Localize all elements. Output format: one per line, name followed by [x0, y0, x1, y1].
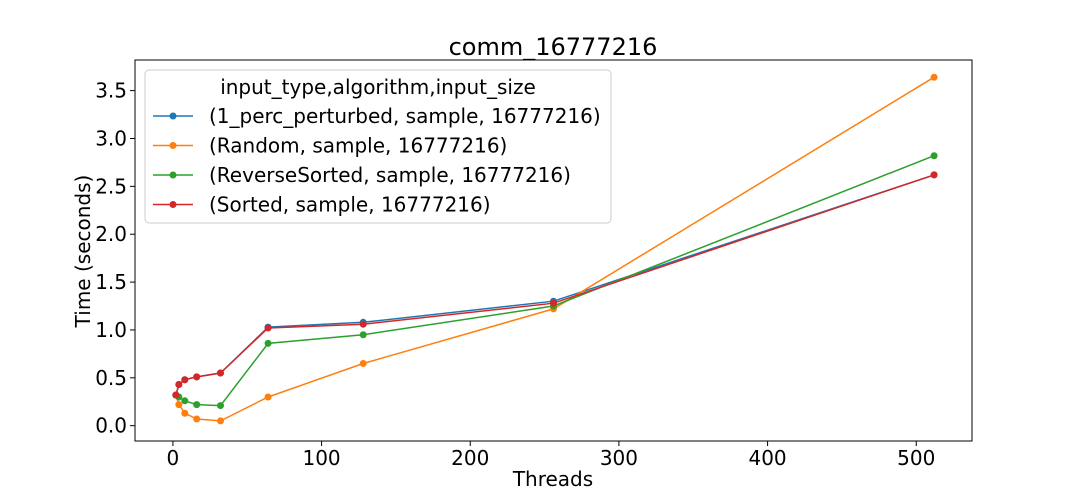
y-tick-label: 2.5	[95, 174, 127, 198]
data-point	[264, 393, 272, 401]
x-tick-label: 200	[451, 446, 489, 470]
legend-label: (1_perc_perturbed, sample, 16777216)	[209, 104, 601, 128]
data-point	[193, 401, 201, 409]
data-point	[172, 391, 180, 399]
legend-swatch-marker	[169, 201, 177, 208]
legend-label: (Sorted, sample, 16777216)	[209, 193, 491, 217]
data-point	[216, 369, 224, 377]
series-layer	[172, 73, 938, 425]
data-point	[175, 401, 183, 409]
legend-swatch-marker	[169, 142, 177, 149]
x-tick-label: 400	[748, 446, 786, 470]
legend-box	[144, 69, 612, 224]
data-point	[359, 320, 367, 328]
legend-item: (Random, sample, 16777216)	[153, 134, 507, 158]
legend-swatch-marker	[169, 112, 177, 120]
y-tick-label: 0.0	[95, 414, 127, 438]
data-point	[264, 339, 272, 347]
data-point	[216, 417, 224, 425]
y-axis: 0.0 0.5 1.0 1.5 2.0 2.5 3.0 3.5	[95, 79, 135, 438]
x-tick-label: 0	[167, 446, 180, 470]
y-tick-label: 2.0	[95, 222, 127, 246]
data-point	[193, 373, 201, 381]
legend-item: (Sorted, sample, 16777216)	[153, 193, 491, 217]
x-axis: 0 100 200 300 400 500	[167, 441, 935, 470]
legend-items: (1_perc_perturbed, sample, 16777216) (Ran…	[153, 104, 601, 217]
chart-title: comm_16777216	[449, 33, 658, 61]
x-tick-label: 300	[600, 446, 638, 470]
series-3	[172, 171, 938, 399]
y-tick-label: 0.5	[95, 366, 127, 390]
data-point	[930, 73, 938, 81]
y-tick-label: 3.0	[95, 126, 127, 150]
x-tick-label: 100	[302, 446, 340, 470]
legend-label: (ReverseSorted, sample, 16777216)	[209, 163, 571, 187]
data-point	[930, 152, 938, 160]
data-point	[359, 331, 367, 339]
data-point	[181, 397, 189, 405]
data-point	[930, 171, 938, 179]
data-point	[193, 415, 201, 423]
data-point	[181, 409, 189, 417]
data-point	[359, 359, 367, 367]
x-tick-label: 500	[897, 446, 935, 470]
y-axis-label: Time (seconds)	[71, 175, 95, 329]
legend-item: (1_perc_perturbed, sample, 16777216)	[153, 104, 601, 128]
data-point	[264, 324, 272, 332]
data-point	[550, 299, 557, 307]
legend-title: input_type,algorithm,input_size	[220, 75, 536, 99]
legend-item: (ReverseSorted, sample, 16777216)	[153, 163, 571, 187]
data-point	[181, 376, 189, 384]
data-point	[216, 402, 224, 410]
legend-swatch-marker	[169, 171, 177, 179]
y-tick-label: 1.0	[95, 318, 127, 342]
y-tick-label: 1.5	[95, 270, 127, 294]
y-tick-label: 3.5	[95, 79, 127, 103]
plot-frame	[134, 59, 973, 442]
x-axis-label: Threads	[512, 467, 593, 491]
data-point	[175, 381, 183, 389]
legend-label: (Random, sample, 16777216)	[209, 134, 507, 158]
legend: input_type,algorithm,input_size (1_perc_…	[144, 69, 612, 224]
